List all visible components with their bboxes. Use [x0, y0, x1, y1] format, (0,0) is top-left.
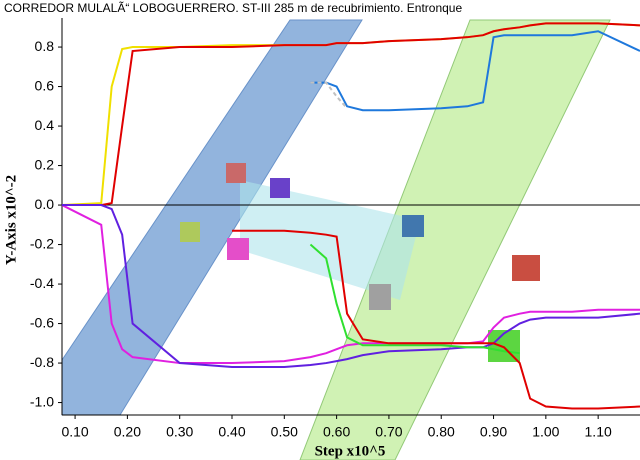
- cube: [227, 238, 249, 260]
- series-line: [310, 30, 640, 112]
- y-tick-label: 0.8: [35, 38, 55, 54]
- y-axis-label: Y-Axis x10^-2: [3, 175, 19, 265]
- cube: [512, 255, 540, 281]
- title-bar: [0, 0, 640, 18]
- x-tick-label: 0.80: [428, 424, 455, 440]
- series-line: [232, 229, 640, 410]
- green-tunnel: [299, 19, 611, 460]
- x-tick-label: 0.90: [480, 424, 507, 440]
- cube: [369, 284, 391, 310]
- x-tick-label: 1.10: [585, 424, 612, 440]
- cube: [402, 215, 424, 237]
- cube: [226, 163, 246, 183]
- series-line: [309, 243, 520, 355]
- scene-3d: [61, 19, 611, 460]
- cube: [270, 178, 290, 198]
- x-axis-label: Step x10^5: [315, 443, 386, 459]
- series-line: [310, 81, 348, 109]
- x-tick-label: 0.40: [218, 424, 245, 440]
- y-tick-label: 0.0: [35, 196, 55, 212]
- x-tick-label: 1.00: [532, 424, 559, 440]
- x-tick-label: 0.50: [271, 424, 298, 440]
- y-tick-label: -0.8: [30, 354, 54, 370]
- y-tick-label: 0.2: [35, 156, 55, 172]
- series-line: [62, 22, 640, 207]
- connector: [240, 180, 420, 300]
- chart-title: CORREDOR MULALÃ“ LOBOGUERRERO. ST-III 28…: [4, 1, 462, 15]
- x-tick-label: 0.20: [114, 424, 141, 440]
- y-tick-label: 0.6: [35, 77, 55, 93]
- x-tick-label: 0.60: [323, 424, 350, 440]
- x-tick-label: 0.10: [61, 424, 88, 440]
- y-tick-label: -0.2: [30, 235, 54, 251]
- x-tick-label: 0.30: [166, 424, 193, 440]
- cube: [180, 222, 200, 242]
- series-line: [61, 204, 640, 365]
- series-line: [62, 204, 640, 369]
- y-tick-label: -1.0: [30, 393, 54, 409]
- y-tick-label: 0.4: [35, 117, 55, 133]
- y-tick-label: -0.4: [30, 275, 54, 291]
- x-tick-label: 0.70: [375, 424, 402, 440]
- y-tick-label: -0.6: [30, 314, 54, 330]
